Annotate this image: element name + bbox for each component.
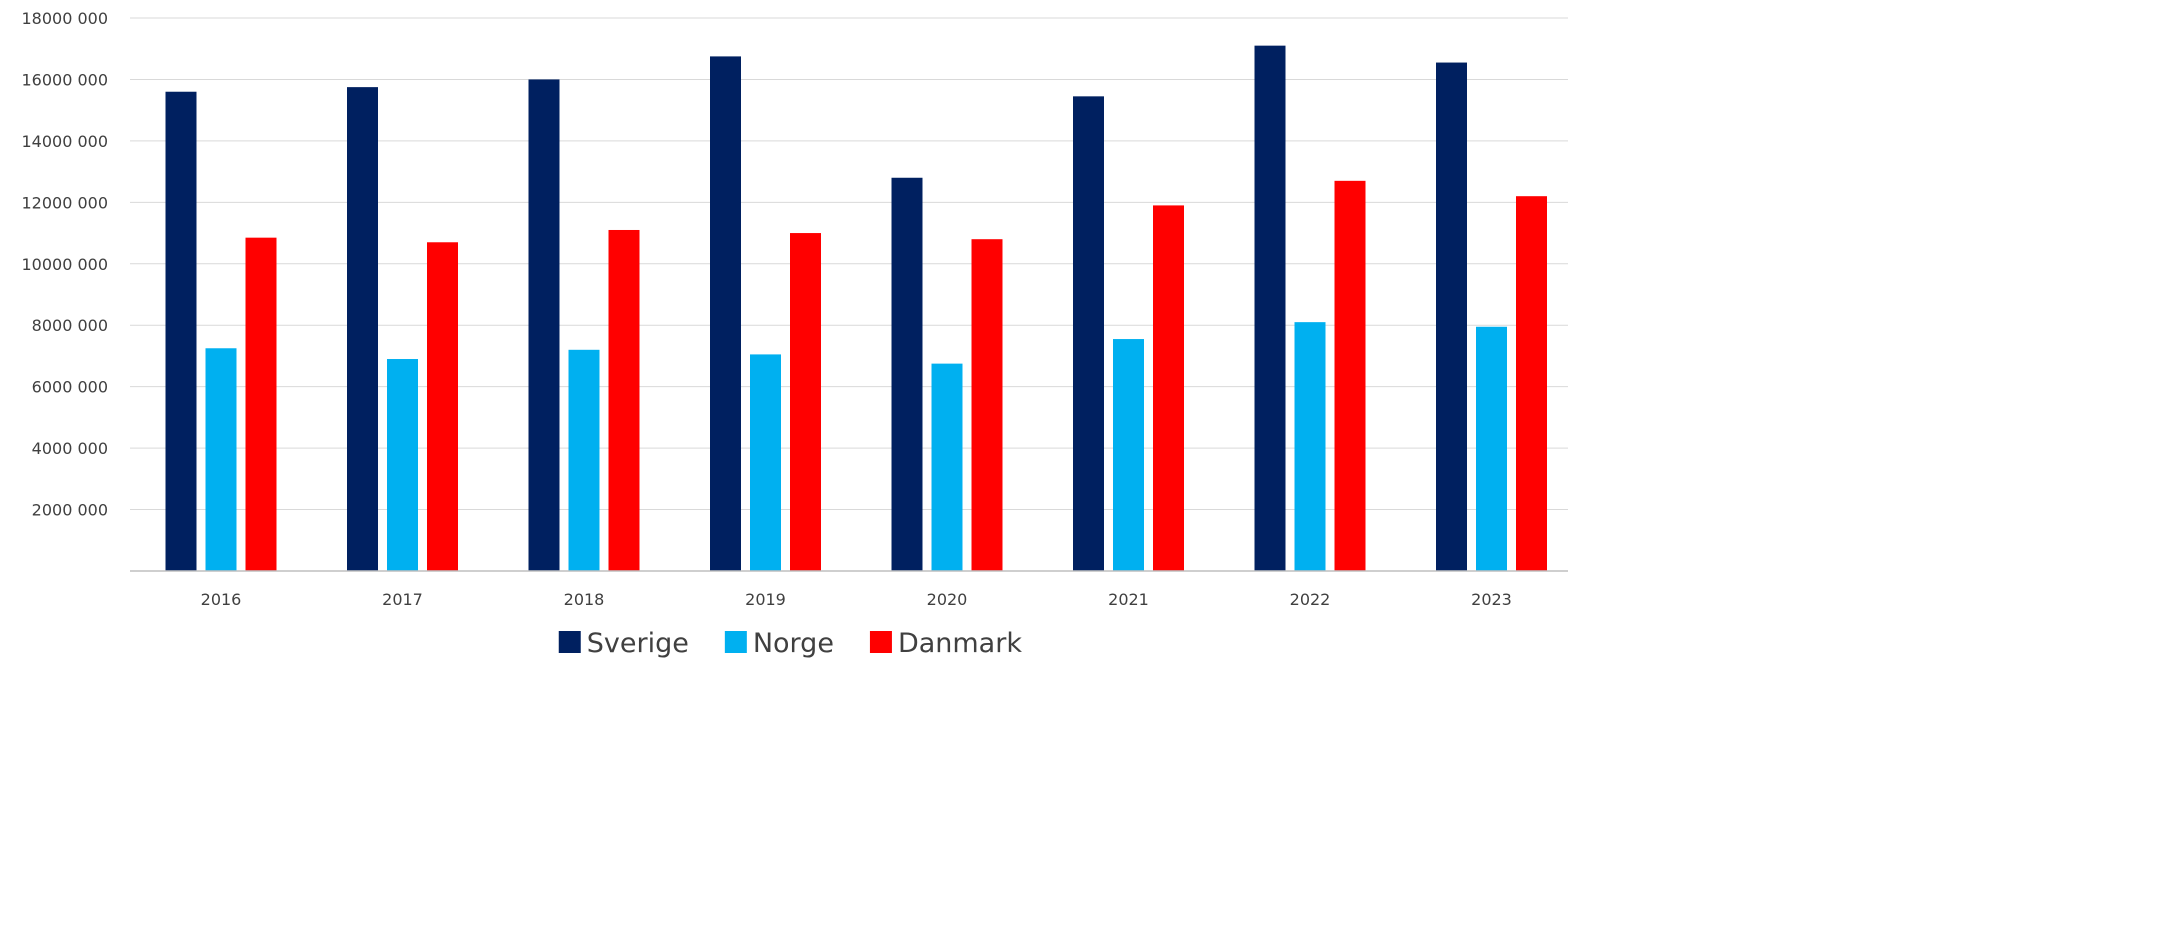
y-tick-label: 16000 000: [21, 70, 108, 89]
bar-sverige-2018: [528, 79, 560, 571]
legend-label-sverige: Sverige: [587, 628, 689, 659]
legend: Sverige Norge Danmark: [558, 628, 1022, 659]
bar-norge-2019: [750, 354, 781, 571]
x-axis-tick-labels: 2016 2017 2018 2019 2020 2021 2022 2023: [201, 590, 1512, 609]
y-tick-label: 2000 000: [32, 501, 108, 520]
bar-norge-2018: [568, 349, 600, 571]
bar-sverige-2021: [1073, 96, 1104, 571]
bar-danmark-2019: [790, 233, 821, 572]
bar-danmark-2020: [971, 239, 1003, 571]
y-tick-label: 10000 000: [21, 255, 108, 274]
legend-swatch-sverige: [558, 631, 581, 653]
legend-label-danmark: Danmark: [898, 628, 1022, 659]
y-tick-label: 8000 000: [32, 316, 108, 335]
bar-sverige-2023: [1436, 62, 1467, 572]
y-tick-label: 18000 000: [21, 9, 108, 28]
bar-norge-2020: [931, 363, 963, 571]
bar-sverige-2022: [1254, 45, 1286, 571]
x-tick-label: 2022: [1290, 590, 1331, 609]
bar-danmark-2018: [608, 229, 640, 571]
x-tick-label: 2019: [745, 590, 786, 609]
bar-sverige-2017: [347, 87, 378, 571]
legend-swatch-norge: [724, 631, 747, 653]
x-tick-label: 2021: [1108, 590, 1149, 609]
legend-swatch-danmark: [869, 631, 892, 653]
x-tick-label: 2020: [927, 590, 968, 609]
y-tick-label: 4000 000: [32, 439, 108, 458]
x-tick-label: 2017: [382, 590, 423, 609]
bar-sverige-2020: [891, 177, 923, 571]
legend-label-norge: Norge: [753, 628, 834, 659]
x-tick-label: 2018: [564, 590, 605, 609]
x-tick-label: 2016: [201, 590, 242, 609]
bar-sverige-2019: [710, 56, 741, 572]
bar-norge-2021: [1113, 339, 1144, 571]
bar-norge-2016: [205, 348, 237, 571]
bar-sverige-2016: [165, 91, 197, 571]
bars: [165, 45, 1547, 572]
y-tick-label: 12000 000: [21, 193, 108, 212]
y-axis-tick-labels: 2000 000 4000 000 6000 000 8000 000 10000 00…: [21, 9, 108, 520]
bar-norge-2017: [387, 359, 418, 571]
y-tick-label: 14000 000: [21, 132, 108, 151]
bar-danmark-2016: [245, 237, 277, 572]
bar-danmark-2023: [1516, 196, 1547, 571]
bar-norge-2023: [1476, 326, 1507, 571]
y-tick-label: 6000 000: [32, 378, 108, 397]
bar-danmark-2022: [1334, 180, 1366, 572]
bar-danmark-2021: [1153, 205, 1184, 571]
bar-norge-2022: [1294, 322, 1326, 571]
x-tick-label: 2023: [1471, 590, 1512, 609]
bar-danmark-2017: [427, 242, 458, 571]
bar-chart: 2000 000 4000 000 6000 000 8000 000 10000 00…: [21, 9, 1568, 659]
